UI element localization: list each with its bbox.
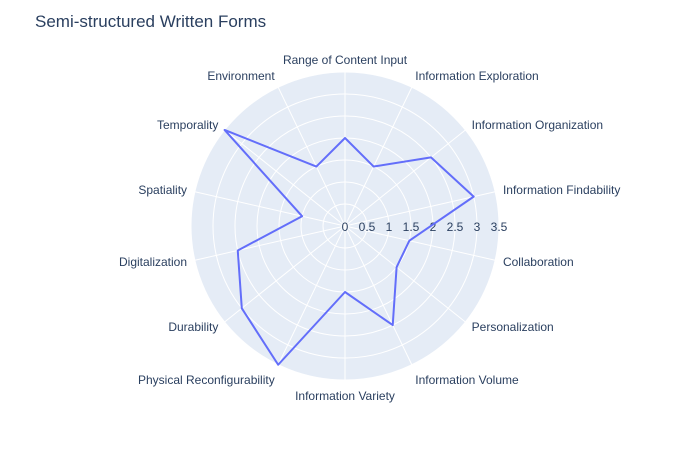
grid-spoke: [344, 87, 413, 227]
chart-title: Semi-structured Written Forms: [35, 12, 267, 31]
radial-tick-label: 1.5: [403, 220, 420, 234]
grid-spoke: [344, 129, 466, 227]
angular-label: Digitalization: [119, 255, 187, 269]
radial-tick-label: 3: [474, 220, 481, 234]
radial-tick-label: 3.5: [491, 220, 508, 234]
angular-label: Range of Content Input: [283, 53, 408, 67]
polar-grid: [190, 71, 500, 381]
angular-label: Environment: [207, 69, 275, 83]
series-line: [223, 128, 475, 366]
angular-label: Information Findability: [503, 183, 620, 197]
grid-spoke: [194, 225, 346, 261]
grid-spoke: [224, 225, 346, 323]
angular-label: Information Volume: [415, 373, 519, 387]
radial-tick-label: 1: [386, 220, 393, 234]
grid-spoke: [344, 225, 413, 365]
angular-label: Information Variety: [295, 389, 395, 403]
radial-tick-label: 2.5: [447, 220, 464, 234]
radial-tick-label: 0.5: [359, 220, 376, 234]
grid-spoke: [224, 129, 346, 227]
grid-spoke: [277, 225, 346, 365]
angular-labels: Range of Content Input Information Explor…: [119, 53, 620, 403]
angular-label: Durability: [168, 320, 218, 334]
angular-label: Spatiality: [138, 183, 187, 197]
radial-tick-label: 0: [342, 220, 349, 234]
series-layer: [223, 128, 475, 366]
angular-label: Information Exploration: [415, 69, 538, 83]
angular-label: Information Organization: [472, 118, 603, 132]
grid-spoke: [344, 191, 496, 227]
radial-tick-label: 2: [430, 220, 437, 234]
angular-label: Collaboration: [503, 255, 574, 269]
grid-spoke: [277, 87, 346, 227]
grid-spoke: [344, 225, 496, 261]
radial-tick-labels: 0 0.5 1 1.5 2 2.5 3 3.5: [342, 220, 508, 234]
angular-label: Physical Reconfigurability: [138, 373, 275, 387]
angular-label: Temporality: [157, 118, 218, 132]
grid-spoke: [194, 191, 346, 227]
grid-spoke: [344, 225, 466, 323]
angular-label: Personalization: [472, 320, 554, 334]
